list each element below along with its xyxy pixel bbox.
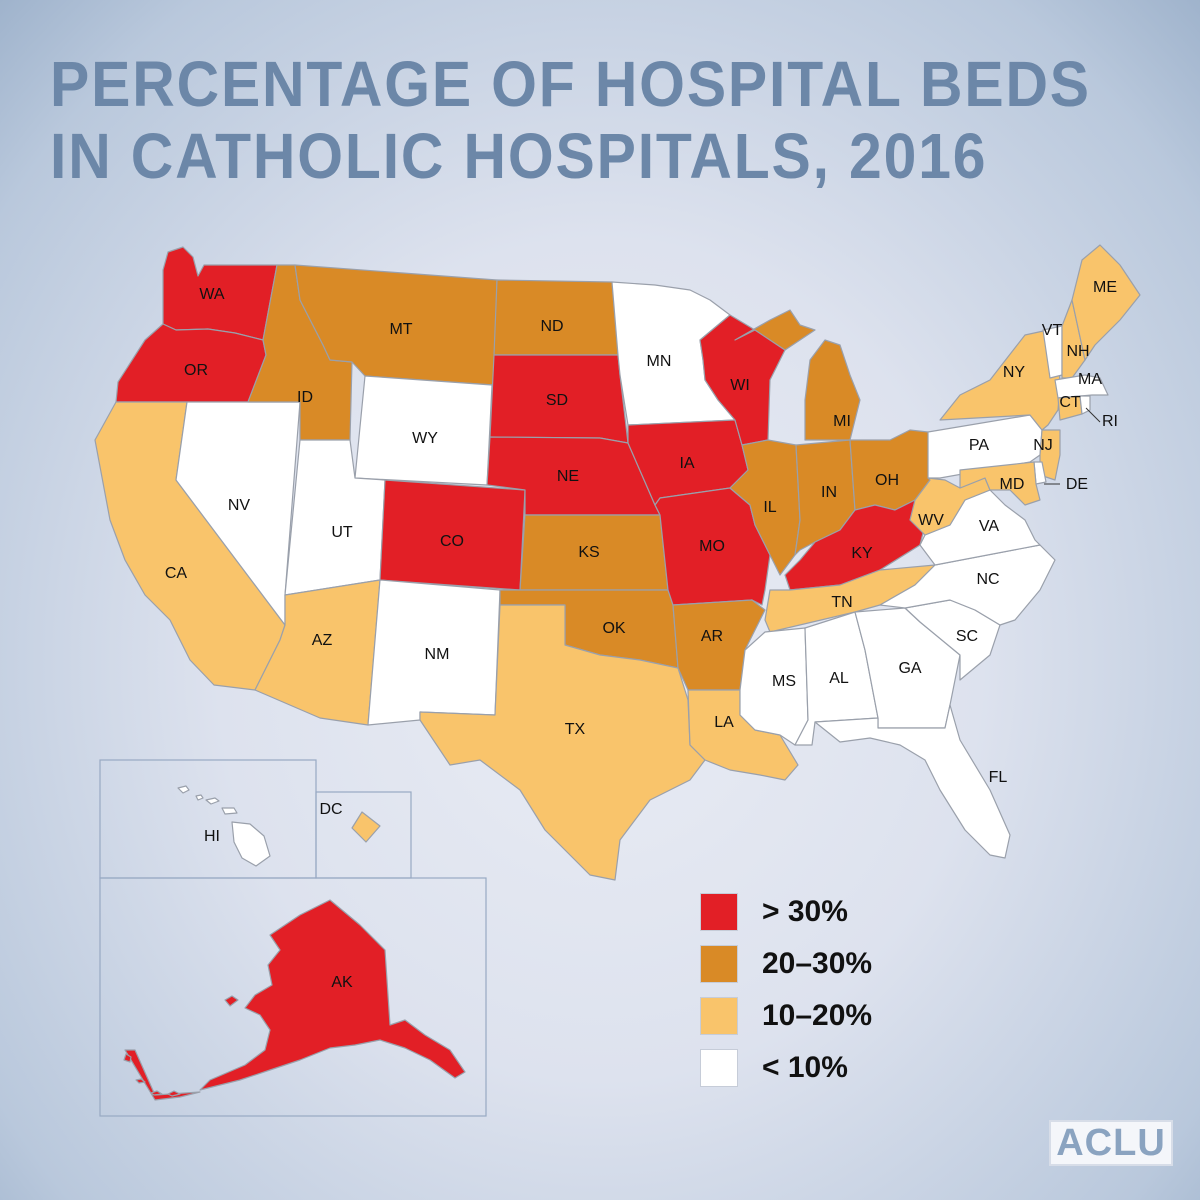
label-wv: WV (918, 512, 944, 529)
label-dc: DC (319, 801, 342, 818)
label-ny: NY (1003, 364, 1026, 381)
label-ok: OK (602, 620, 625, 637)
label-wi: WI (730, 377, 750, 394)
state-nh[interactable] (1061, 299, 1086, 379)
label-oh: OH (875, 472, 899, 489)
label-sd: SD (546, 392, 568, 409)
title-line-1: PERCENTAGE OF HOSPITAL BEDS (50, 48, 1091, 120)
label-vt: VT (1042, 322, 1063, 339)
legend-label-10to20: 10–20% (762, 999, 873, 1032)
label-ar: AR (701, 628, 723, 645)
label-fl: FL (989, 769, 1008, 786)
state-md[interactable] (959, 461, 1041, 506)
label-ak: AK (331, 974, 353, 991)
label-mn: MN (647, 353, 672, 370)
state-nc[interactable] (879, 544, 1056, 626)
legend-item-10to20: 10–20% (700, 997, 960, 1049)
label-sc: SC (956, 628, 978, 645)
label-in: IN (821, 484, 837, 501)
label-wy: WY (412, 430, 438, 447)
label-pa: PA (969, 437, 989, 454)
legend-label-lt10: < 10% (762, 1051, 848, 1084)
state-ri[interactable] (1079, 395, 1091, 415)
label-tn: TN (831, 594, 852, 611)
map-title: PERCENTAGE OF HOSPITAL BEDS IN CATHOLIC … (50, 48, 1091, 192)
label-mo: MO (699, 538, 725, 555)
label-nj: NJ (1033, 437, 1053, 454)
state-tx[interactable] (419, 604, 706, 881)
label-tx: TX (565, 721, 586, 738)
label-ma: MA (1078, 371, 1102, 388)
label-wa: WA (199, 286, 225, 303)
label-md: MD (1000, 476, 1025, 493)
legend-swatch-lt10 (700, 1049, 738, 1087)
legend-item-gt30: > 30% (700, 893, 960, 945)
label-ks: KS (578, 544, 599, 561)
title-line-2: IN CATHOLIC HOSPITALS, 2016 (50, 120, 988, 192)
state-hi[interactable] (177, 785, 271, 867)
label-de: DE (1066, 476, 1088, 493)
label-ia: IA (679, 455, 694, 472)
state-nj[interactable] (1039, 429, 1061, 481)
label-me: ME (1093, 279, 1117, 296)
label-nm: NM (425, 646, 450, 663)
label-ct: CT (1059, 394, 1081, 411)
state-ak[interactable] (123, 899, 466, 1101)
label-hi: HI (204, 828, 220, 845)
legend-item-20to30: 20–30% (700, 945, 960, 997)
label-ut: UT (331, 524, 353, 541)
label-va: VA (979, 518, 999, 535)
label-ca: CA (165, 565, 188, 582)
state-fl[interactable] (814, 704, 1011, 859)
state-ny[interactable] (939, 329, 1061, 431)
label-nh: NH (1066, 343, 1089, 360)
label-nd: ND (540, 318, 563, 335)
label-id: ID (297, 389, 313, 406)
label-mi: MI (833, 413, 851, 430)
label-ky: KY (851, 545, 873, 562)
label-ri: RI (1102, 413, 1118, 430)
state-mi[interactable] (734, 309, 861, 441)
legend-item-lt10: < 10% (700, 1049, 960, 1101)
state-me[interactable] (1071, 244, 1141, 361)
label-co: CO (440, 533, 464, 550)
legend: > 30% 20–30% 10–20% < 10% (700, 893, 960, 1101)
label-la: LA (714, 714, 734, 731)
state-wi[interactable] (699, 314, 786, 446)
label-ga: GA (898, 660, 921, 677)
legend-swatch-10to20 (700, 997, 738, 1035)
label-nv: NV (228, 497, 251, 514)
legend-swatch-gt30 (700, 893, 738, 931)
label-mt: MT (389, 321, 412, 338)
label-il: IL (763, 499, 776, 516)
label-az: AZ (312, 632, 333, 649)
aclu-logo: ACLU (1049, 1120, 1173, 1166)
legend-label-gt30: > 30% (762, 895, 848, 928)
label-ne: NE (557, 468, 579, 485)
legend-swatch-20to30 (700, 945, 738, 983)
alaska-inset-frame (99, 877, 487, 1117)
state-dc[interactable] (351, 811, 381, 843)
hawaii-inset-frame (99, 759, 317, 879)
label-al: AL (829, 670, 849, 687)
legend-label-20to30: 20–30% (762, 947, 873, 980)
label-ms: MS (772, 673, 796, 690)
label-or: OR (184, 362, 208, 379)
state-il[interactable] (729, 439, 801, 576)
state-wv[interactable] (909, 477, 991, 536)
label-nc: NC (976, 571, 999, 588)
